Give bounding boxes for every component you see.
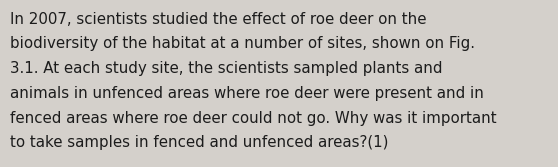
Text: 3.1. At each study site, the scientists sampled plants and: 3.1. At each study site, the scientists … xyxy=(10,61,442,76)
Text: to take samples in fenced and unfenced areas?(1): to take samples in fenced and unfenced a… xyxy=(10,135,388,150)
Text: biodiversity of the habitat at a number of sites, shown on Fig.: biodiversity of the habitat at a number … xyxy=(10,36,475,51)
Text: In 2007, scientists studied the effect of roe deer on the: In 2007, scientists studied the effect o… xyxy=(10,12,426,27)
Text: animals in unfenced areas where roe deer were present and in: animals in unfenced areas where roe deer… xyxy=(10,86,484,101)
Text: fenced areas where roe deer could not go. Why was it important: fenced areas where roe deer could not go… xyxy=(10,111,497,126)
